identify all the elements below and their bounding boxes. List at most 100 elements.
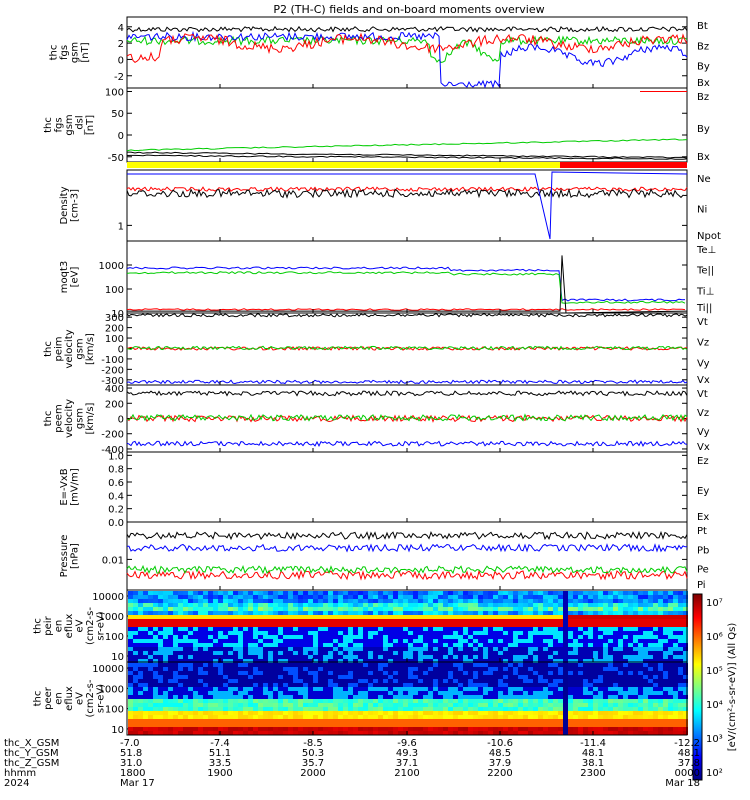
spectrogram-cell	[368, 663, 373, 667]
spectrogram-cell	[208, 607, 213, 611]
colorbar-step	[693, 623, 702, 624]
spectrogram-cell	[278, 711, 283, 715]
spectrogram-cell	[508, 659, 513, 663]
spectrogram-cell	[663, 643, 668, 647]
spectrogram-cell	[613, 679, 618, 683]
spectrogram-cell	[373, 707, 378, 711]
spectrogram-cell	[378, 711, 383, 715]
spectrogram-cell	[423, 623, 428, 627]
spectrogram-cell	[193, 595, 198, 599]
spectrogram-cell	[223, 679, 228, 683]
spectrogram-cell	[198, 719, 203, 723]
spectrogram-cell	[258, 599, 263, 603]
spectrogram-cell	[163, 675, 168, 679]
spectrogram-cell	[153, 675, 158, 679]
spectrogram-cell	[178, 643, 183, 647]
spectrogram-cell	[223, 683, 228, 687]
spectrogram-cell	[493, 683, 498, 687]
spectrogram-cell	[553, 687, 558, 691]
spectrogram-cell	[433, 679, 438, 683]
spectrogram-cell	[523, 703, 528, 707]
spectrogram-cell	[423, 631, 428, 635]
spectrogram-cell	[603, 683, 608, 687]
spectrogram-cell	[358, 731, 363, 735]
spectrogram-cell	[508, 683, 513, 687]
spectrogram-cell	[198, 595, 203, 599]
spectrogram-cell	[163, 679, 168, 683]
spectrogram-cell	[243, 603, 248, 607]
spectrogram-cell	[538, 615, 543, 619]
spectrogram-cell	[378, 683, 383, 687]
spectrogram-cell	[178, 687, 183, 691]
ephemeris-value: -10.6	[487, 738, 513, 749]
spectrogram-cell	[423, 635, 428, 639]
spectrogram-cell	[233, 611, 238, 615]
spectrogram-cell	[303, 611, 308, 615]
spectrogram-cell	[548, 687, 553, 691]
spectrogram-cell	[643, 639, 648, 643]
spectrogram-cell	[663, 719, 668, 723]
spectrogram-cell	[638, 691, 643, 695]
spectrogram-cell	[318, 595, 323, 599]
spectrogram-cell	[388, 659, 393, 663]
spectrogram-cell	[623, 691, 628, 695]
colorbar-step	[693, 740, 702, 741]
spectrogram-cell	[183, 623, 188, 627]
spectrogram-cell	[163, 631, 168, 635]
spectrogram-cell	[603, 603, 608, 607]
spectrogram-cell	[253, 671, 258, 675]
spectrogram-cell	[268, 679, 273, 683]
spectrogram-cell	[568, 607, 573, 611]
spectrogram-cell	[198, 659, 203, 663]
spectrogram-cell	[383, 611, 388, 615]
spectrogram-cell	[353, 627, 358, 631]
spectrogram-cell	[278, 659, 283, 663]
spectrogram-cell	[383, 643, 388, 647]
spectrogram-cell	[333, 647, 338, 651]
spectrogram-cell	[548, 727, 553, 731]
spectrogram-cell	[493, 647, 498, 651]
spectrogram-cell	[483, 647, 488, 651]
spectrogram-cell	[388, 707, 393, 711]
spectrogram-cell	[578, 591, 583, 595]
spectrogram-cell	[628, 599, 633, 603]
spectrogram-cell	[683, 643, 688, 647]
spectrogram-cell	[233, 603, 238, 607]
spectrogram-cell	[523, 651, 528, 655]
spectrogram-cell	[618, 727, 623, 731]
spectrogram-cell	[233, 699, 238, 703]
spectrogram-cell	[193, 727, 198, 731]
spectrogram-cell	[248, 655, 253, 659]
spectrogram-cell	[528, 599, 533, 603]
spectrogram-cell	[303, 679, 308, 683]
spectrogram-cell	[498, 675, 503, 679]
spectrogram-cell	[348, 703, 353, 707]
spectrogram-cell	[148, 683, 153, 687]
spectrogram-cell	[483, 655, 488, 659]
spectrogram-cell	[448, 659, 453, 663]
spectrogram-cell	[558, 659, 563, 663]
spectrogram-cell	[263, 599, 268, 603]
spectrogram-cell	[248, 651, 253, 655]
spectrogram-cell	[218, 711, 223, 715]
series-Vz	[126, 414, 688, 423]
spectrogram-cell	[173, 727, 178, 731]
spectrogram-cell	[508, 731, 513, 735]
spectrogram-cell	[653, 639, 658, 643]
colorbar-step	[693, 694, 702, 695]
y-tick-label: 10	[111, 309, 124, 320]
legend-Pb: Pb	[697, 545, 709, 556]
spectrogram-cell	[538, 619, 543, 623]
ephemeris-value: Mar 17	[120, 778, 155, 789]
spectrogram-cell	[363, 631, 368, 635]
spectrogram-cell	[338, 711, 343, 715]
spectrogram-cell	[328, 643, 333, 647]
spectrogram-cell	[543, 683, 548, 687]
spectrogram-cell	[298, 639, 303, 643]
spectrogram-cell	[668, 671, 673, 675]
spectrogram-cell	[208, 703, 213, 707]
spectrogram-cell	[333, 603, 338, 607]
spectrogram-cell	[448, 611, 453, 615]
spectrogram-cell	[453, 607, 458, 611]
spectrogram-cell	[228, 659, 233, 663]
